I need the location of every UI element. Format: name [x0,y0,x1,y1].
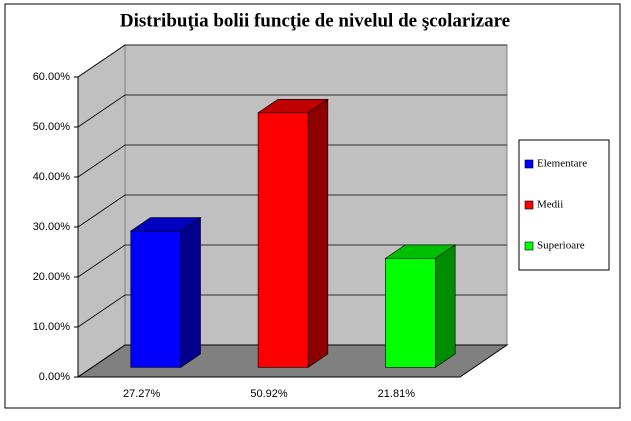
chart-title: Distribuţia bolii funcţie de nivelul de … [120,10,510,31]
legend-box [518,139,610,271]
grid-line [77,294,507,328]
legend-label: Elementare [537,158,587,170]
legend-swatch [524,241,534,251]
y-tick-label: 10.00% [33,321,71,333]
y-tick-label: 30.00% [33,221,71,233]
grid-line [77,244,507,278]
grid-line [77,44,507,78]
y-tick-label: 50.00% [33,121,71,133]
legend-label: Superioare [537,240,585,252]
bar-side [435,244,456,368]
bar [130,230,182,368]
x-tick-label: 50.92% [250,388,288,400]
y-tick-label: 20.00% [33,271,71,283]
grid-line [77,344,507,378]
legend-swatch [524,159,534,169]
x-tick-label: 27.27% [123,388,161,400]
y-tick-label: 0.00% [39,371,70,383]
y-tick-label: 40.00% [33,171,71,183]
grid-line [77,94,507,128]
legend-swatch [524,200,534,210]
bar [257,112,309,368]
y-tick-label: 60.00% [33,71,71,83]
grid-line [77,144,507,178]
legend-label: Medii [537,199,563,211]
bar [385,258,436,368]
bar-side [180,217,201,368]
x-tick-label: 21.81% [378,388,416,400]
grid-line [77,194,507,228]
bar-side [307,98,329,368]
